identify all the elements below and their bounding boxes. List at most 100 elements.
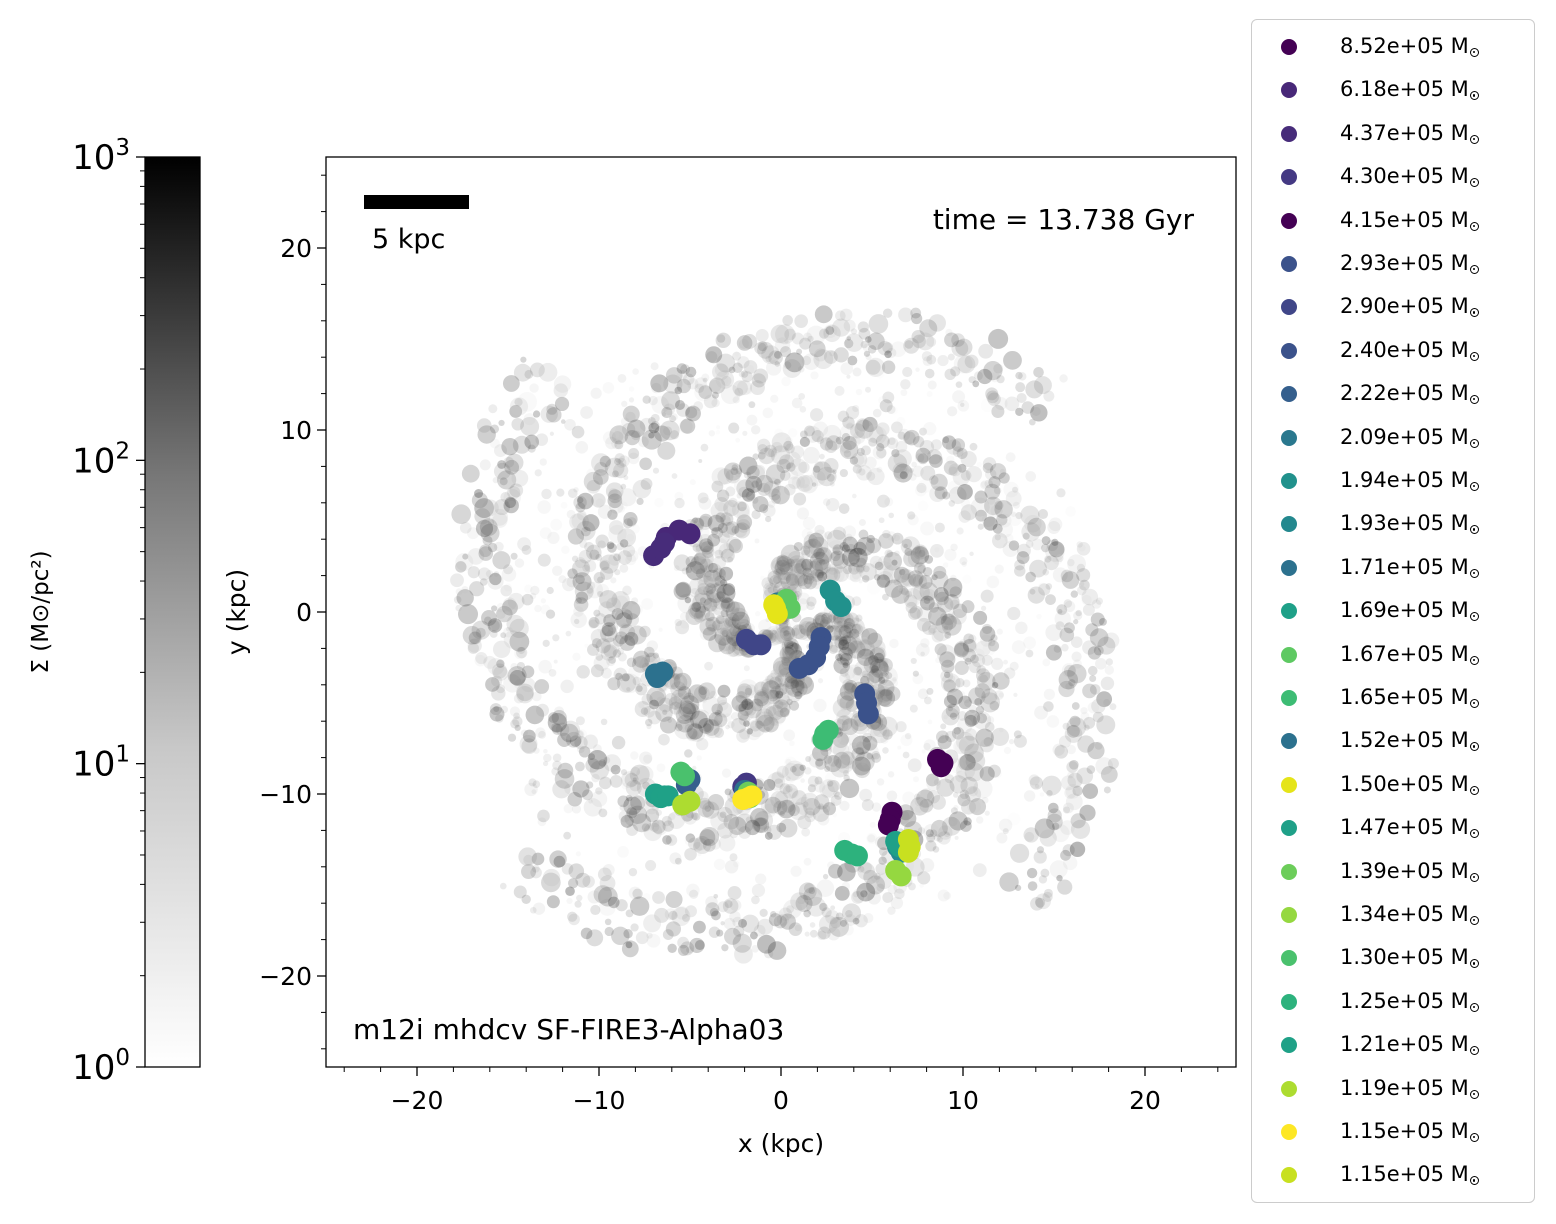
x-tick-label: 20	[1129, 1086, 1161, 1115]
legend-marker	[1281, 299, 1297, 316]
y-tick-label: −20	[259, 962, 312, 991]
legend-label: 1.94e+05 M	[1340, 468, 1479, 492]
legend-marker	[1281, 776, 1297, 793]
legend-item: 4.30e+05 M	[1252, 162, 1536, 192]
legend-item: 1.15e+05 M	[1252, 1160, 1536, 1190]
solar-symbol-icon	[1469, 48, 1479, 57]
solar-symbol-icon	[1469, 568, 1479, 578]
solar-symbol-icon	[1469, 91, 1479, 101]
legend-item: 2.09e+05 M	[1252, 423, 1536, 453]
legend-item: 1.71e+05 M	[1252, 553, 1536, 583]
colorbar: 100 101 102 103 Σ (M⊙/pc²)	[28, 135, 201, 1088]
legend-item: 4.15e+05 M	[1252, 206, 1536, 236]
run-name-annotation: m12i mhdcv SF-FIRE3-Alpha03	[353, 1013, 784, 1046]
legend-label: 1.47e+05 M	[1340, 815, 1479, 839]
axis-ticks	[317, 174, 1219, 1076]
y-axis-label: y (kpc)	[222, 569, 251, 655]
solar-symbol-icon	[1469, 1133, 1479, 1142]
solar-symbol-icon	[1469, 829, 1479, 839]
legend-marker	[1281, 39, 1297, 55]
legend-item: 1.65e+05 M	[1252, 683, 1536, 713]
legend-item: 1.34e+05 M	[1252, 900, 1536, 930]
legend-label: 2.40e+05 M	[1340, 338, 1479, 362]
legend-marker	[1281, 603, 1297, 620]
cluster-marker	[679, 523, 701, 545]
cluster-marker	[679, 790, 701, 812]
legend-item: 1.69e+05 M	[1252, 596, 1536, 626]
cluster-marker	[670, 761, 692, 783]
legend-label: 1.15e+05 M	[1340, 1119, 1479, 1143]
legend-item: 1.30e+05 M	[1252, 943, 1536, 973]
legend-label: 2.93e+05 M	[1340, 251, 1479, 275]
solar-symbol-icon	[1469, 699, 1479, 708]
legend-label: 2.22e+05 M	[1340, 381, 1479, 405]
legend-value: 2.40e+05 M	[1340, 337, 1469, 362]
y-tick-label: 20	[280, 234, 312, 263]
legend-marker	[1281, 125, 1297, 142]
legend-item: 1.25e+05 M	[1252, 987, 1536, 1017]
density-map	[450, 305, 1120, 964]
cluster-marker	[765, 597, 787, 619]
legend-item: 1.52e+05 M	[1252, 726, 1536, 756]
legend-item: 1.93e+05 M	[1252, 509, 1536, 539]
legend-marker	[1281, 993, 1297, 1010]
solar-symbol-icon	[1469, 221, 1479, 231]
legend-item: 2.40e+05 M	[1252, 336, 1536, 366]
legend-label: 4.37e+05 M	[1340, 121, 1479, 145]
solar-symbol-icon	[1469, 438, 1479, 448]
gas-surface-density	[450, 305, 1120, 964]
legend-value: 1.19e+05 M	[1340, 1075, 1469, 1100]
legend-item: 2.93e+05 M	[1252, 249, 1536, 279]
legend-value: 1.39e+05 M	[1340, 858, 1469, 883]
legend-value: 1.50e+05 M	[1340, 771, 1469, 796]
legend-value: 2.09e+05 M	[1340, 424, 1469, 449]
legend-value: 4.30e+05 M	[1340, 164, 1469, 189]
legend-value: 6.18e+05 M	[1340, 77, 1469, 102]
solar-symbol-icon	[1469, 872, 1479, 882]
legend-value: 1.69e+05 M	[1340, 598, 1469, 623]
colorbar-tick-label: 101	[72, 742, 130, 785]
legend-marker	[1281, 1037, 1297, 1054]
legend-marker	[1281, 342, 1297, 359]
legend-label: 1.69e+05 M	[1340, 598, 1479, 622]
x-tick-label: 0	[773, 1086, 789, 1115]
legend-value: 2.93e+05 M	[1340, 251, 1469, 275]
legend-label: 1.65e+05 M	[1340, 685, 1479, 709]
solar-symbol-icon	[1469, 178, 1479, 188]
legend-item: 1.21e+05 M	[1252, 1030, 1536, 1060]
solar-symbol-icon	[1469, 1046, 1479, 1056]
legend-marker	[1281, 559, 1297, 576]
cluster-marker	[890, 865, 912, 887]
legend-item: 1.50e+05 M	[1252, 770, 1536, 800]
solar-symbol-icon	[1469, 525, 1479, 535]
y-tick-label: −10	[259, 780, 312, 809]
legend-marker	[1281, 907, 1297, 923]
legend-label: 4.15e+05 M	[1340, 208, 1479, 232]
legend-value: 1.15e+05 M	[1340, 1119, 1469, 1143]
legend-item: 1.39e+05 M	[1252, 857, 1536, 887]
solar-symbol-icon	[1469, 655, 1479, 665]
star-cluster-markers	[643, 519, 954, 887]
cluster-marker	[750, 634, 772, 656]
legend-item: 2.90e+05 M	[1252, 292, 1536, 322]
x-tick-label: −10	[573, 1086, 626, 1115]
legend-label: 6.18e+05 M	[1340, 77, 1479, 101]
cluster-marker	[812, 728, 834, 750]
legend-item: 1.15e+05 M	[1252, 1117, 1536, 1147]
x-axis-label: x (kpc)	[738, 1129, 824, 1158]
solar-symbol-icon	[1469, 742, 1479, 752]
colorbar-tick-label: 100	[72, 1045, 130, 1088]
legend-marker	[1281, 169, 1297, 186]
legend-label: 1.21e+05 M	[1340, 1032, 1479, 1056]
scale-bar-label: 5 kpc	[372, 224, 445, 255]
solar-symbol-icon	[1469, 134, 1479, 144]
legend-label: 1.52e+05 M	[1340, 728, 1479, 752]
cluster-marker	[830, 596, 852, 618]
legend-value: 1.93e+05 M	[1340, 511, 1469, 536]
legend-value: 1.30e+05 M	[1340, 945, 1469, 970]
legend-value: 8.52e+05 M	[1340, 34, 1469, 58]
solar-symbol-icon	[1469, 265, 1479, 274]
colorbar-gradient	[144, 156, 201, 1068]
legend-value: 4.37e+05 M	[1340, 120, 1469, 145]
